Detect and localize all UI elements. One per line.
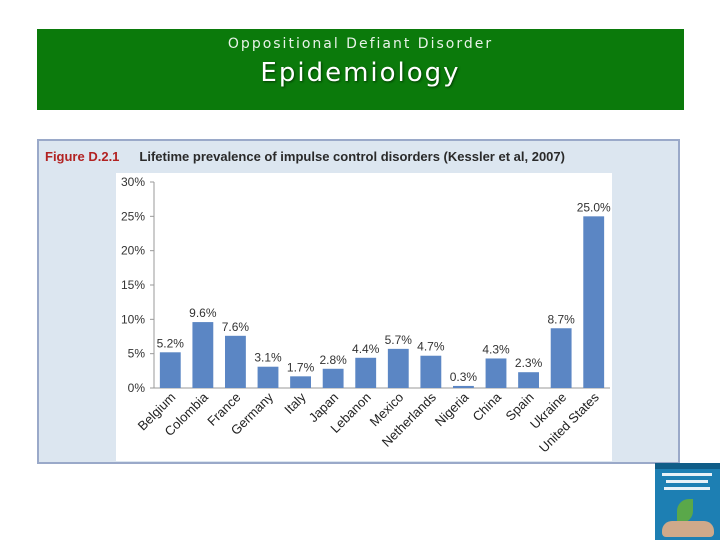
bar (387, 348, 409, 388)
bar-data-label: 25.0% (577, 200, 611, 214)
y-tick-label: 15% (121, 278, 145, 292)
bar-data-label: 9.6% (189, 306, 217, 320)
bar-data-label: 4.7% (417, 340, 445, 354)
figure-panel: Figure D.2.1 Lifetime prevalence of impul… (37, 139, 680, 464)
bar (290, 376, 311, 388)
x-category-label: Italy (281, 389, 309, 417)
bar (159, 352, 181, 388)
bar (453, 385, 474, 388)
bar-data-label: 1.7% (287, 360, 315, 374)
y-tick-label: 0% (128, 381, 146, 395)
bar-data-label: 0.3% (450, 370, 478, 384)
bar (322, 368, 344, 388)
slide-supertitle: Oppositional Defiant Disorder (227, 36, 494, 52)
bar-data-label: 7.6% (222, 320, 250, 334)
bar-data-label: 5.7% (385, 333, 413, 347)
bar-data-label: 2.3% (515, 356, 543, 370)
bar (583, 216, 605, 388)
bar-data-label: 4.3% (482, 342, 510, 356)
bar-data-label: 2.8% (319, 353, 347, 367)
bar (518, 372, 539, 388)
bar-chart: 0%5%10%15%20%25%30%5.2%Belgium9.6%Colomb… (121, 175, 611, 455)
slide-title: Epidemiology (260, 58, 461, 88)
y-tick-label: 20% (121, 244, 145, 258)
bar-data-label: 3.1% (254, 351, 282, 365)
x-category-label: China (469, 389, 504, 424)
figure-label: Figure D.2.1 (45, 149, 120, 164)
bar-data-label: 5.2% (157, 336, 185, 350)
y-tick-label: 10% (121, 312, 145, 326)
bar (420, 355, 442, 388)
bar (192, 322, 214, 388)
bar-data-label: 4.4% (352, 342, 380, 356)
figure-caption: Figure D.2.1 Lifetime prevalence of impul… (45, 149, 565, 164)
title-banner: Oppositional Defiant Disorder Epidemiolo… (37, 29, 684, 110)
book-cover-icon (655, 463, 720, 540)
y-tick-label: 30% (121, 175, 145, 189)
bar (225, 335, 246, 388)
bar (355, 357, 377, 388)
plot-area: 0% 5% 10% 15% 20% 25% 30% 5.2% Belgium 9.6% Colomb… (116, 173, 612, 461)
bar-data-label: 8.7% (547, 312, 575, 326)
y-tick-label: 25% (121, 209, 145, 223)
y-tick-label: 5% (128, 347, 146, 361)
figure-title: Lifetime prevalence of impulse control d… (139, 149, 565, 164)
bar (550, 328, 572, 388)
bar (485, 358, 507, 388)
x-category-label: Nigeria (432, 389, 472, 429)
bar (257, 366, 279, 388)
